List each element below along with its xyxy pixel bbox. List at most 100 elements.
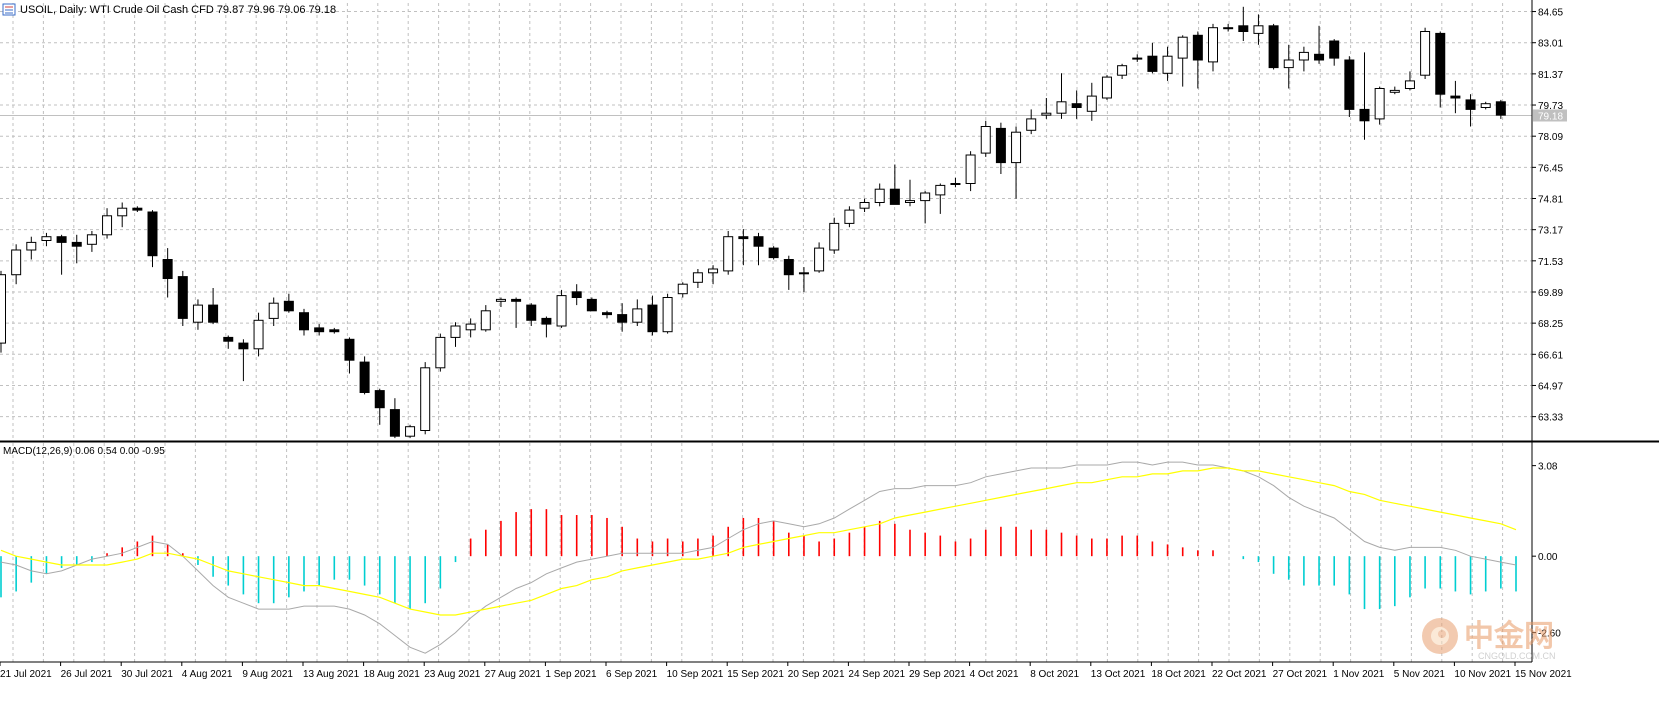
price-axis-label: 63.33 <box>1538 413 1563 424</box>
candle-body-up <box>723 236 734 272</box>
candle <box>389 398 400 439</box>
macd-grid <box>12 443 1504 662</box>
candle <box>798 267 809 292</box>
watermark-logo: 中金网 CNGOLD.COM.CN <box>1422 618 1556 661</box>
price-axis-label: 69.89 <box>1538 288 1563 299</box>
candle-body-up <box>435 336 446 369</box>
candle-body-down <box>753 236 764 247</box>
time-axis-label: 4 Oct 2021 <box>970 669 1019 680</box>
candle <box>980 120 991 157</box>
candle-body-down <box>1495 101 1506 116</box>
time-axis-label: 10 Nov 2021 <box>1454 669 1511 680</box>
candle <box>162 248 173 298</box>
time-axis-label: 18 Aug 2021 <box>364 669 421 680</box>
candle <box>359 356 370 395</box>
candle <box>617 303 628 332</box>
candle-body-up <box>829 222 840 251</box>
candle-body-up <box>844 209 855 224</box>
candle <box>647 295 658 336</box>
candle-body-up <box>905 200 915 204</box>
candle <box>1404 71 1415 91</box>
candle <box>1298 46 1309 72</box>
candle <box>1208 23 1218 72</box>
candle <box>738 229 749 266</box>
candle <box>829 217 840 254</box>
candle <box>662 293 673 334</box>
candle-body-down <box>344 338 355 361</box>
candle-body-down <box>238 342 249 350</box>
candle <box>56 234 67 275</box>
candle-body-down <box>299 312 309 331</box>
candle-body-up <box>405 426 416 437</box>
candle-body-up <box>677 283 688 295</box>
candle <box>905 179 915 207</box>
candle <box>374 388 385 425</box>
candle <box>511 297 522 328</box>
candle <box>268 297 279 326</box>
price-axis-label: 81.37 <box>1538 70 1563 81</box>
candle-body-up <box>1117 65 1128 76</box>
candle-body-down <box>147 211 158 257</box>
candle <box>192 299 203 330</box>
watermark-domain: CNGOLD.COM.CN <box>1478 651 1556 661</box>
candle <box>783 255 794 290</box>
time-axis-label: 27 Oct 2021 <box>1273 669 1328 680</box>
candle-body-up <box>86 234 97 245</box>
candle-body-up <box>556 295 567 327</box>
candle-body-up <box>1101 76 1112 99</box>
time-axis-label: 29 Sep 2021 <box>909 669 966 680</box>
candle-body-down <box>1192 34 1203 61</box>
time-axis-label: 4 Aug 2021 <box>182 669 233 680</box>
macd-axis-label: 0.00 <box>1538 552 1558 563</box>
candle <box>844 206 855 228</box>
price-axis-label: 76.45 <box>1538 163 1563 174</box>
candle <box>935 183 946 214</box>
current-price-label: 79.18 <box>1538 111 1563 122</box>
time-axis-label: 23 Aug 2021 <box>424 669 481 680</box>
watermark-emblem-core <box>1438 630 1446 638</box>
candle-body-down <box>586 298 597 312</box>
candle-body-down <box>647 304 658 333</box>
candle <box>299 308 309 336</box>
candle-body-down <box>889 188 900 205</box>
candle <box>1359 52 1370 140</box>
chart-header: USOIL, Daily: WTI Crude Oil Cash CFD 79.… <box>2 3 336 16</box>
macd-title: MACD(12,26,9) 0.06 0.54 0.00 -0.95 <box>3 446 165 457</box>
candle-body-up <box>662 297 673 333</box>
candle-body-down <box>71 241 82 247</box>
candle <box>1011 126 1022 199</box>
candle-body-up <box>980 126 991 154</box>
macd-panel[interactable]: 3.08 0.00 -2.60 MACD(12,26,9) 0.06 0.54 0.… <box>0 443 1561 662</box>
candle <box>223 335 234 349</box>
candle-body-up <box>192 304 203 323</box>
candle <box>117 202 128 228</box>
candle-body-down <box>1329 40 1340 59</box>
candle-body-up <box>495 298 506 302</box>
candle <box>1495 99 1506 119</box>
candle <box>541 316 552 338</box>
time-axis-label: 15 Sep 2021 <box>727 669 784 680</box>
candle-body-down <box>389 409 400 437</box>
candle <box>1192 31 1203 89</box>
candle-body-down <box>283 300 294 312</box>
candle <box>495 297 506 307</box>
time-axis-label: 22 Oct 2021 <box>1212 669 1267 680</box>
price-axis-label: 78.09 <box>1538 132 1563 143</box>
candles <box>0 6 1506 439</box>
candle <box>1147 42 1158 74</box>
candle <box>41 232 52 247</box>
time-axis-label: 8 Oct 2021 <box>1030 669 1079 680</box>
candle-body-down <box>617 314 628 323</box>
candle-body-down <box>541 317 552 325</box>
price-axis-label: 73.17 <box>1538 226 1563 237</box>
candle <box>1056 73 1067 119</box>
candle <box>889 164 900 205</box>
candle <box>571 284 582 306</box>
candle <box>692 269 703 288</box>
candle <box>556 289 567 328</box>
candle <box>344 337 355 374</box>
candle-body-up <box>41 236 52 241</box>
candle <box>723 231 734 275</box>
candle <box>1314 25 1325 64</box>
